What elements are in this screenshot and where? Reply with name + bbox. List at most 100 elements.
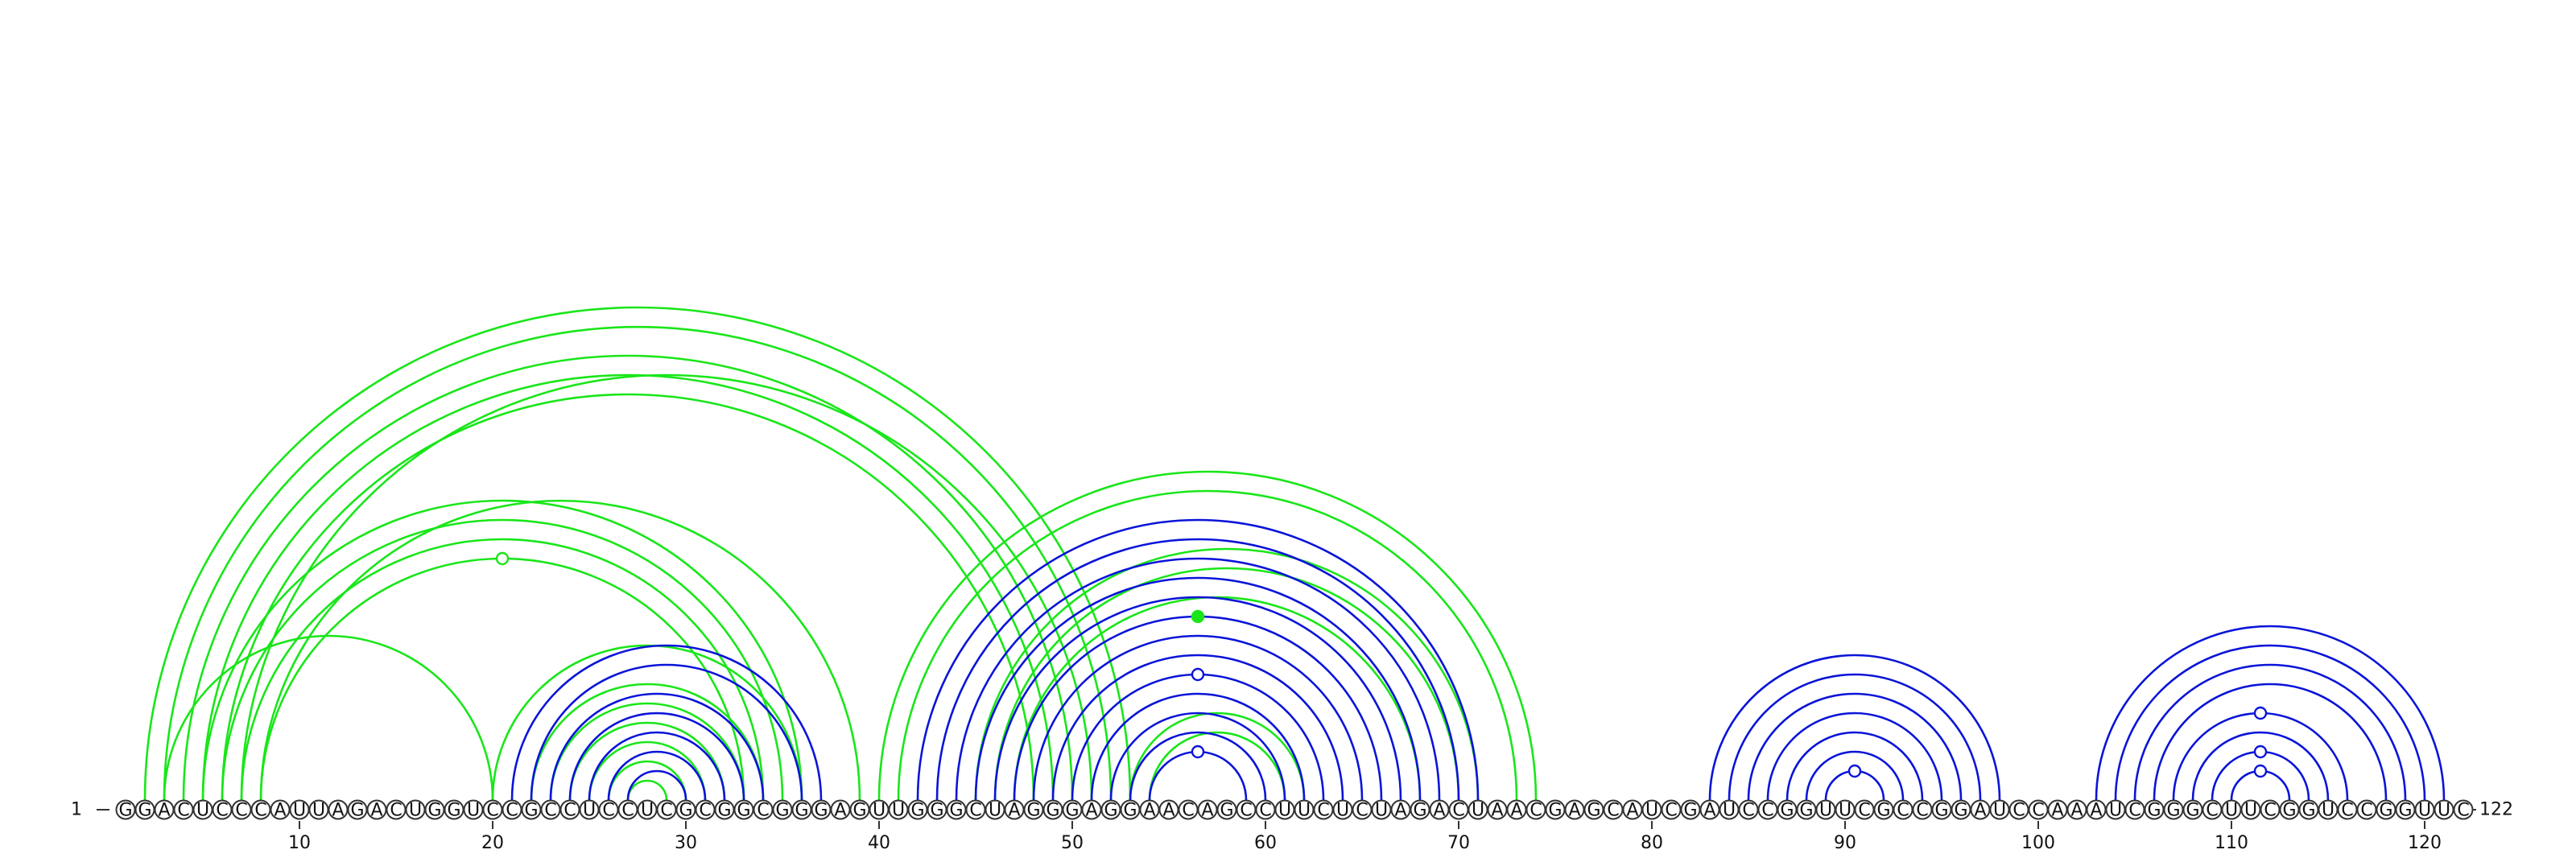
nucleotide: C	[386, 799, 407, 821]
nucleotide: U	[1719, 799, 1740, 821]
nucleotide: G	[1042, 799, 1063, 821]
nucleotide: C	[2028, 799, 2049, 821]
nucleotide-letter: G	[118, 801, 132, 821]
tick-label-70: 70	[1447, 833, 1470, 853]
nucleotide-letter: U	[1819, 801, 1832, 821]
nucleotide: U	[1371, 799, 1392, 821]
nucleotide-letter: C	[1530, 801, 1542, 821]
tick-label-10: 10	[288, 833, 311, 853]
nucleotide: G	[1410, 799, 1430, 821]
nucleotide-letter: G	[1934, 801, 1948, 821]
nucleotide: U	[2221, 799, 2242, 821]
nucleotide: G	[134, 799, 155, 821]
nucleotide-letter: C	[1452, 801, 1464, 821]
nucleotide: A	[328, 799, 349, 821]
nucleotide: U	[869, 799, 890, 821]
blue-arc-24-33	[568, 712, 745, 801]
nucleotide-letter: G	[524, 801, 538, 821]
nucleotide: C	[1661, 799, 1682, 821]
nucleotide-letter: U	[892, 801, 905, 821]
green-arc-41-73	[897, 489, 1518, 801]
filled-green-marker-47-66	[1191, 609, 1205, 624]
nucleotide: C	[482, 799, 503, 821]
blue-arc-45-68	[974, 576, 1422, 801]
nucleotide-letter: A	[2070, 801, 2083, 821]
nucleotide-letter: U	[2109, 801, 2122, 821]
green-arc-53-62	[1129, 712, 1306, 801]
nucleotide-letter: G	[2398, 801, 2412, 821]
nucleotide-letter: U	[1993, 801, 2006, 821]
green-arc-25-31	[588, 740, 707, 801]
blue-arc-53-60	[1129, 731, 1267, 801]
nucleotide: U	[308, 799, 329, 821]
tick-label-110: 110	[2215, 833, 2248, 853]
nucleotide: G	[424, 799, 445, 821]
nucleotide-letter: C	[254, 801, 266, 821]
nucleotide-letter: A	[1568, 801, 1580, 821]
nucleotide: G	[927, 799, 947, 821]
nucleotide: A	[1429, 799, 1450, 821]
nucleotide-letter: A	[1974, 801, 1986, 821]
nucleotide-letter: U	[1645, 801, 1658, 821]
nucleotide: G	[1680, 799, 1701, 821]
nucleotide-letter: U	[1336, 801, 1349, 821]
nucleotide-letter: U	[312, 801, 325, 821]
nucleotide-letter: A	[1433, 801, 1445, 821]
nucleotide-letter: A	[1394, 801, 1406, 821]
nucleotide: A	[154, 799, 175, 821]
nucleotide: G	[733, 799, 754, 821]
nucleotide: A	[1158, 799, 1179, 821]
nucleotide-letter: A	[332, 801, 344, 821]
nucleotide: C	[1603, 799, 1624, 821]
hollow-blue-marker-54-59	[1191, 745, 1205, 759]
blue-arc-87-94	[1785, 731, 1924, 801]
hollow-blue-marker-107-116	[2253, 706, 2268, 720]
green-arc-6-48	[221, 393, 1035, 801]
nucleotide: G	[849, 799, 870, 821]
tick-label-30: 30	[675, 833, 697, 853]
blue-arc-106-118	[2153, 683, 2388, 801]
nucleotide-letter: U	[2438, 801, 2450, 821]
nucleotide: G	[1931, 799, 1952, 821]
nucleotide-letter: A	[1201, 801, 1213, 821]
green-arc-54-61	[1148, 731, 1286, 801]
blue-arc-88-93	[1805, 750, 1905, 801]
nucleotide-letter: C	[564, 801, 576, 821]
nucleotide-letter: U	[2225, 801, 2238, 821]
nucleotide-letter: C	[2128, 801, 2140, 821]
nucleotide-letter: C	[1742, 801, 1754, 821]
nucleotide-letter: C	[602, 801, 614, 821]
nucleotide: C	[656, 799, 677, 821]
nucleotide: A	[1564, 799, 1585, 821]
nucleotide: G	[1120, 799, 1141, 821]
hollow-green-marker-8-33	[495, 551, 510, 566]
tick-label-20: 20	[481, 833, 504, 853]
nucleotide: U	[1641, 799, 1662, 821]
nucleotide-letter: G	[350, 801, 364, 821]
nucleotide: C	[1738, 799, 1759, 821]
green-arc-45-71	[974, 547, 1480, 801]
nucleotide: U	[2105, 799, 2126, 821]
blue-arc-108-115	[2191, 731, 2330, 801]
nucleotide: U	[1468, 799, 1488, 821]
tick-label-40: 40	[868, 833, 890, 853]
blue-arc-44-69	[955, 557, 1441, 801]
position-axis: 10 20 30 40 50 60 70 80 90 100 110 120	[288, 821, 2442, 853]
blue-arc-43-70	[935, 538, 1460, 801]
blue-arc-103-121	[2095, 625, 2446, 801]
nucleotide-letter: C	[1182, 801, 1194, 821]
nucleotide-letter: C	[216, 801, 228, 821]
nucleotide: G	[1023, 799, 1044, 821]
nucleotide: C	[173, 799, 194, 821]
nucleotide-letter: G	[2301, 801, 2315, 821]
nucleotide: U	[1815, 799, 1836, 821]
nucleotide-letter: C	[1259, 801, 1271, 821]
nucleotide: C	[598, 799, 619, 821]
nucleotide-letter: C	[1858, 801, 1870, 821]
nucleotide-letter: G	[1065, 801, 1079, 821]
green-arc-3-52	[163, 325, 1113, 801]
nucleotide: G	[2395, 799, 2416, 821]
green-arc-2-53	[143, 306, 1132, 801]
nucleotide-letter: C	[1761, 801, 1773, 821]
nucleotide: C	[2453, 799, 2474, 821]
